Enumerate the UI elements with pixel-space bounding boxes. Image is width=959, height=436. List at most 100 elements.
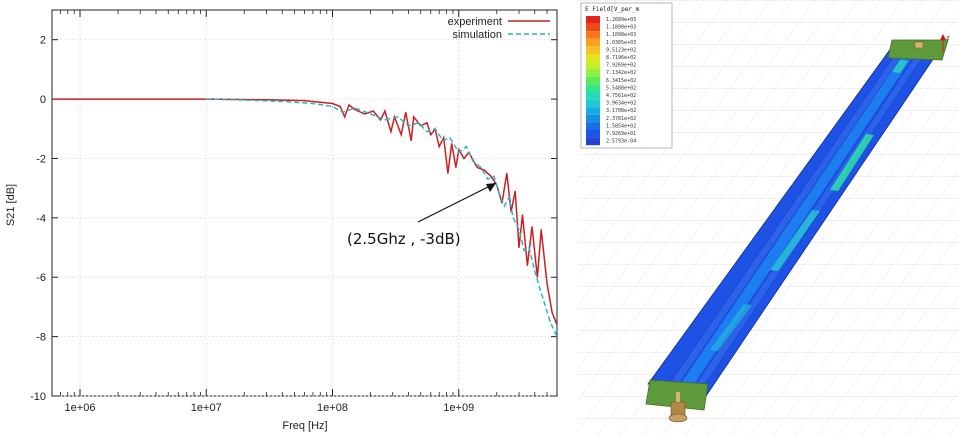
colorbar-label: 1.0305e+03 (606, 40, 636, 46)
colorbar-swatch (586, 107, 600, 115)
data-point-experiment (265, 99, 268, 101)
field-hotspot-3 (710, 304, 752, 351)
colorbar-swatch (586, 46, 600, 54)
colorbar-label: 4.7561e+02 (606, 93, 636, 99)
data-point-experiment (514, 190, 516, 192)
data-point-experiment (476, 166, 478, 168)
data-point-simulation (472, 160, 474, 162)
colorbar-label: 7.9269e+01 (606, 131, 636, 137)
legend: experiment simulation (448, 16, 550, 41)
data-point-experiment (536, 276, 539, 278)
plot-area (51, 9, 558, 397)
data-point-experiment (339, 105, 341, 108)
s21-chart: 2 0 -2 -4 -6 -8 -10 1e+06 1e+07 1e+08 1e+09 Freq … (5, 9, 558, 432)
colorbar-swatch (586, 69, 600, 77)
colorbar-label: 7.1342e+02 (606, 70, 636, 76)
colorbar-label: 6.3415e+02 (606, 78, 636, 84)
annotation-arrowhead (486, 183, 496, 192)
legend-label-experiment: experiment (448, 16, 502, 28)
colorbar-swatch (586, 61, 600, 70)
data-point-simulation (493, 175, 495, 177)
field-hotspot-2 (770, 210, 820, 271)
y-tick-label: 0 (40, 94, 46, 106)
data-point-simulation (528, 246, 530, 249)
colorbar-swatch (586, 54, 600, 62)
data-point-simulation (426, 131, 428, 133)
colorbar-labels: 1.2689e+03 1.1890e+031.1098e+03 1.0305e+03… (606, 17, 636, 145)
data-point-simulation (487, 178, 489, 180)
annotation-text: (2.5Ghz , -3dB) (347, 230, 461, 248)
data-point-experiment (451, 143, 453, 145)
end-pad-top (887, 39, 949, 61)
data-point-experiment (531, 226, 533, 228)
annotation: (2.5Ghz , -3dB) (347, 182, 497, 248)
data-point-simulation (480, 166, 482, 168)
colorbar-label: 1.5854e+02 (606, 123, 636, 129)
data-point-experiment (556, 324, 557, 326)
data-point-experiment (546, 282, 548, 284)
y-tick-label: -4 (36, 213, 46, 225)
y-axis-label: S21 [dB] (5, 184, 17, 226)
colorbar-label: 7.9269e+02 (606, 63, 636, 69)
data-point-simulation (442, 140, 444, 142)
data-point-simulation (354, 107, 356, 109)
colorbar-swatch (586, 23, 600, 32)
data-point-simulation (539, 288, 541, 290)
colorbar-swatch (586, 92, 600, 100)
field-hotspot-4 (892, 60, 908, 73)
x-tick-label: 1e+09 (443, 402, 474, 414)
series-layer (52, 98, 557, 338)
x-axis-ticks: 1e+06 1e+07 1e+08 1e+09 (51, 10, 558, 414)
y-tick-label: -10 (30, 391, 46, 403)
data-point-experiment (79, 98, 81, 100)
data-point-experiment (518, 246, 520, 249)
y-tick-label: -8 (36, 332, 46, 344)
data-point-experiment (139, 98, 141, 100)
data-point-simulation (534, 270, 536, 272)
colorbar-swatches (586, 16, 600, 146)
data-point-experiment (430, 134, 432, 136)
data-point-simulation (549, 321, 551, 323)
data-point-experiment (400, 134, 402, 136)
data-point-experiment (413, 116, 415, 118)
legend-label-simulation: simulation (452, 29, 502, 41)
data-point-experiment (506, 172, 508, 174)
colorbar-swatch (586, 76, 600, 85)
data-point-experiment (331, 102, 334, 105)
model-view: E Field[V_per_m 1.2689e+03 1.1890e+031.10… (578, 0, 959, 436)
data-point-experiment (455, 166, 457, 168)
data-point-experiment (52, 98, 53, 100)
data-point-experiment (344, 116, 346, 118)
colorbar-label: 2.5793e-04 (606, 139, 636, 145)
connector-base (668, 413, 688, 423)
field-hotspot-1 (830, 134, 874, 191)
y-tick-label: 2 (40, 35, 46, 47)
colorbar-swatch (586, 122, 600, 130)
colorbar-swatch (586, 114, 600, 123)
data-point-simulation (508, 196, 510, 198)
data-point-simulation (465, 146, 467, 148)
colorbar-label: 5.5488e+02 (606, 85, 636, 91)
data-point-simulation (341, 111, 344, 113)
connector-top (914, 41, 924, 49)
data-point-simulation (281, 100, 283, 103)
data-point-experiment (458, 149, 460, 151)
connector-pin (676, 392, 680, 402)
colorbar-label: 3.9634e+02 (606, 101, 636, 107)
data-point-experiment (526, 264, 529, 266)
colorbar-label: 9.5123e+02 (606, 47, 636, 53)
data-point-simulation (369, 113, 372, 115)
colorbar-label: 1.1098e+03 (606, 32, 636, 38)
x-axis-label: Freq [Hz] (282, 420, 327, 432)
series-line-simulation (206, 98, 557, 337)
colorbar-swatch (586, 130, 600, 138)
x-tick-label: 1e+08 (317, 402, 348, 414)
y-tick-label: -6 (36, 272, 46, 284)
data-point-simulation (205, 98, 207, 100)
data-point-simulation (417, 122, 420, 124)
colorbar-label: 8.7196e+02 (606, 55, 636, 61)
data-point-simulation (312, 102, 314, 105)
colorbar-swatch (586, 99, 600, 108)
data-point-simulation (498, 193, 500, 195)
